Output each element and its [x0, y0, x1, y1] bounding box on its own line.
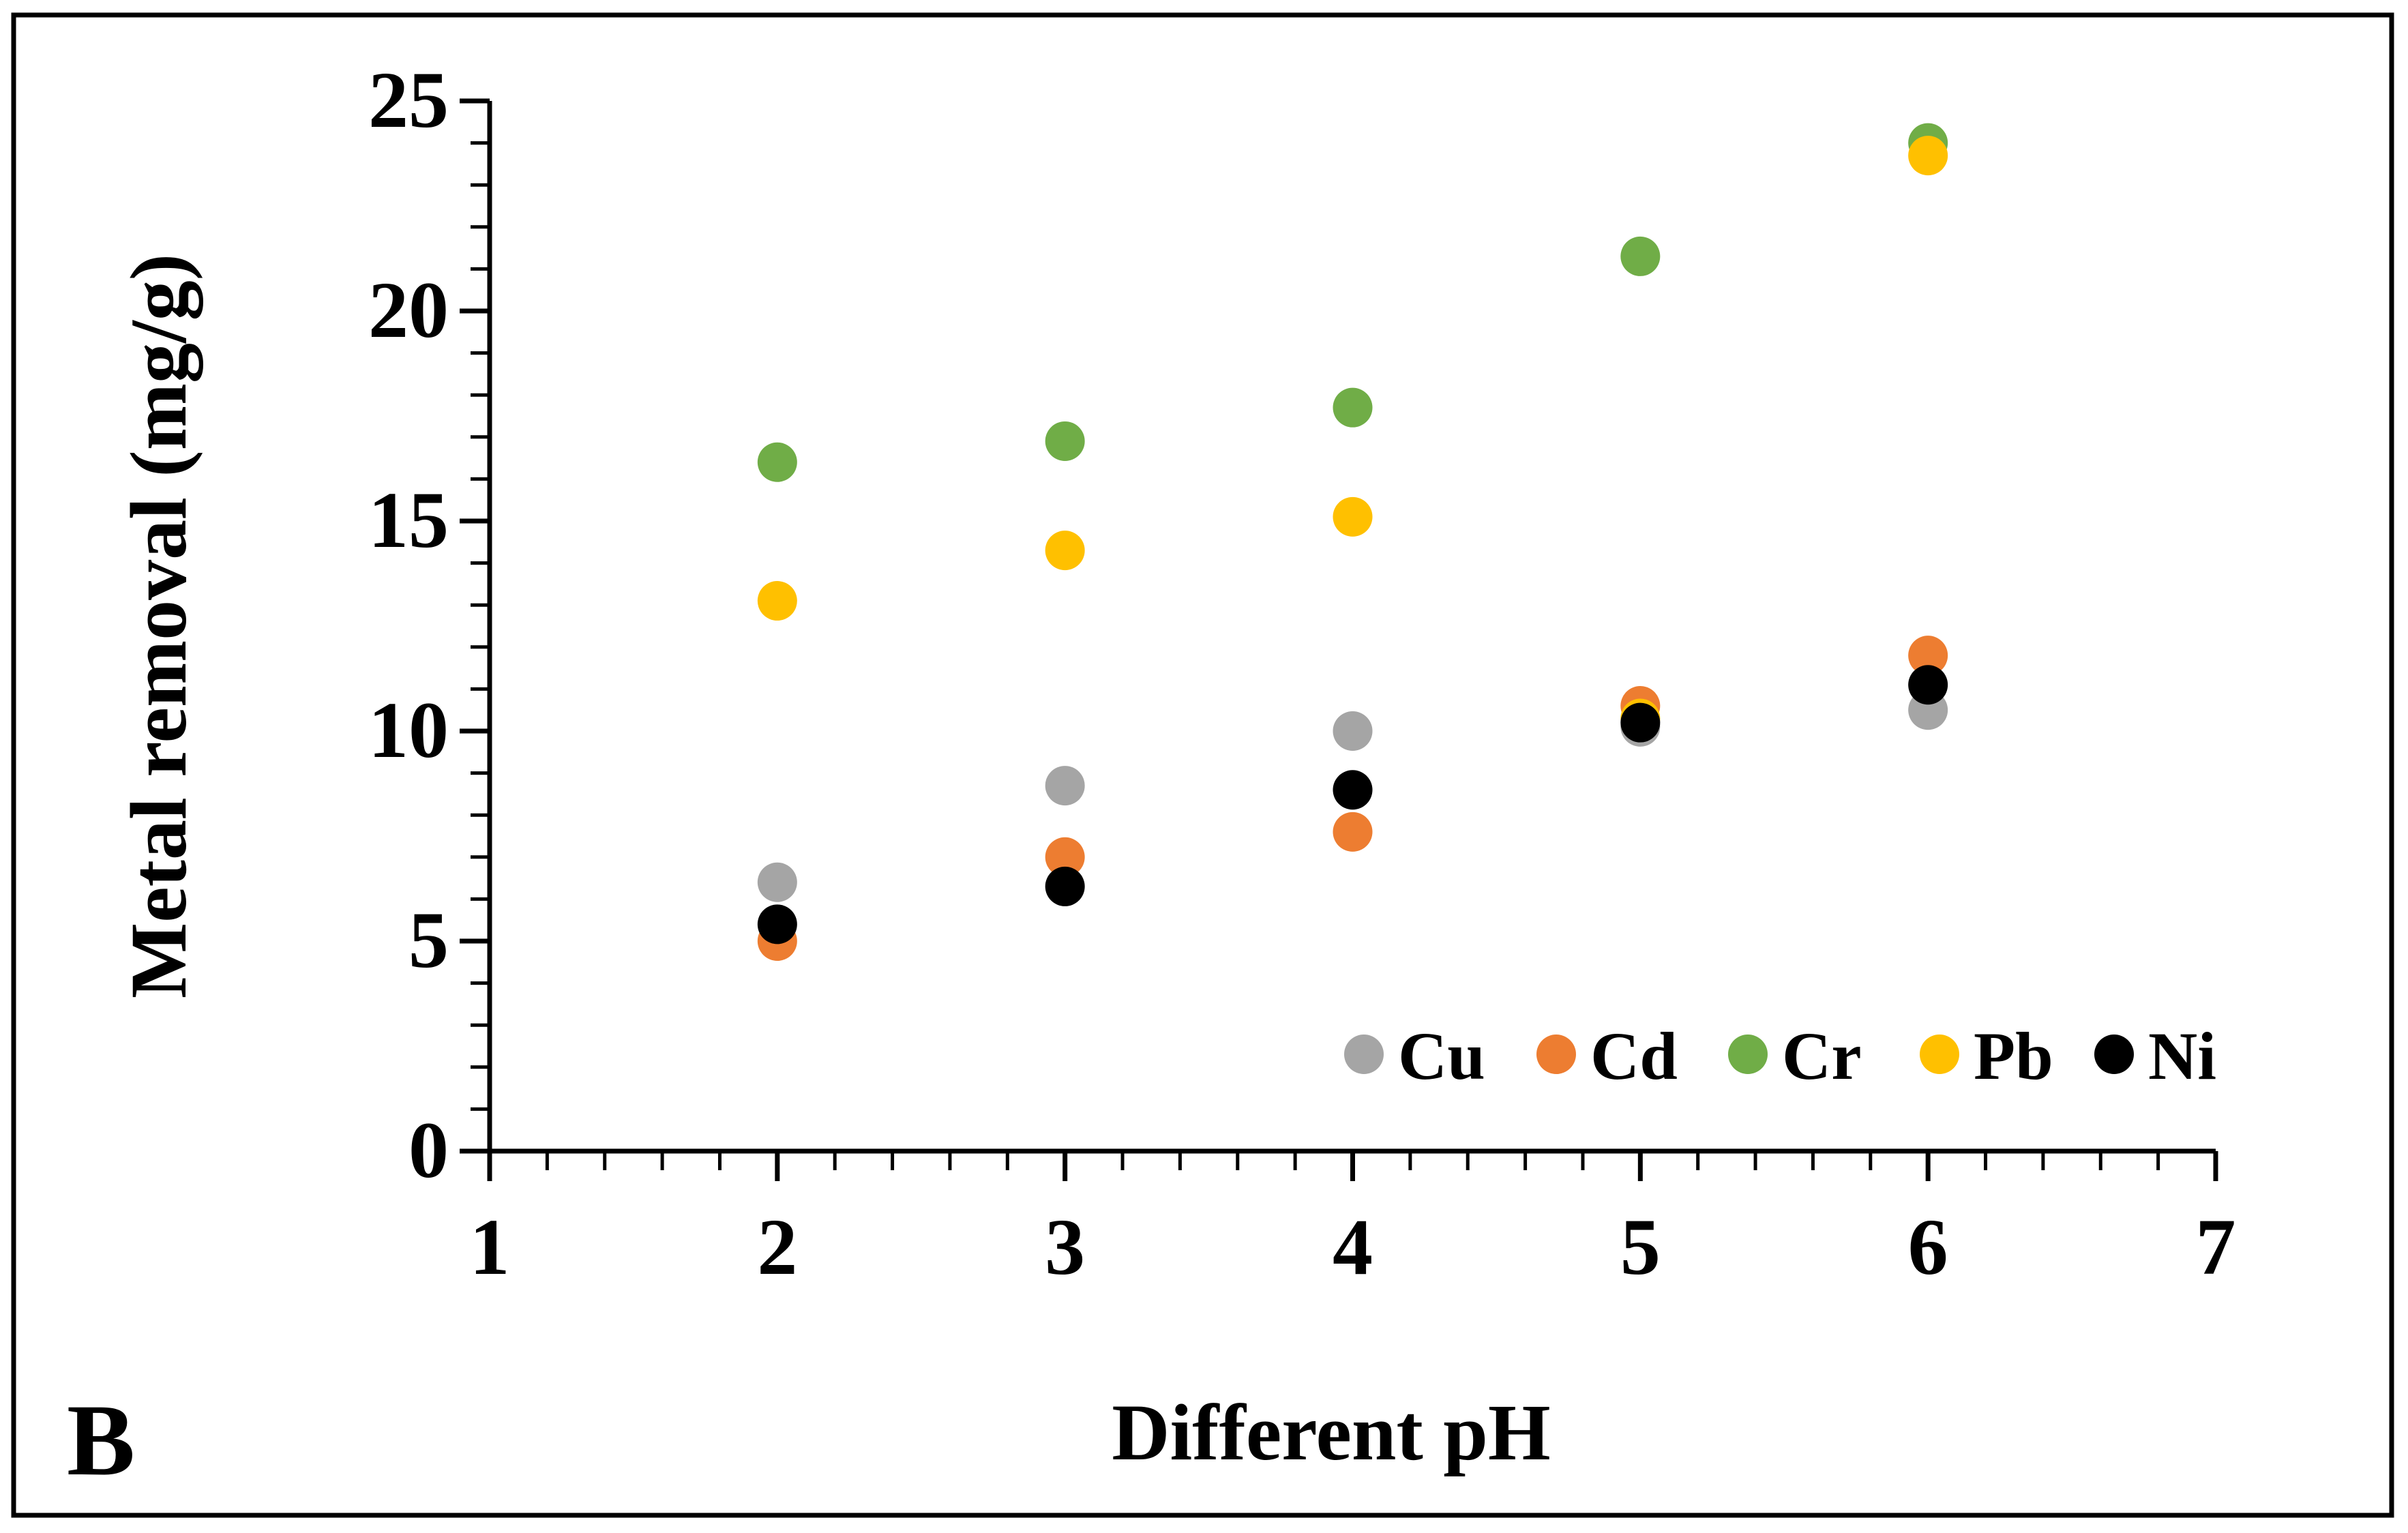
point-cu	[1333, 711, 1373, 751]
legend-item-cr: Cr	[1728, 1018, 1862, 1094]
legend-label-cu: Cu	[1398, 1018, 1485, 1094]
x-tick-label: 1	[470, 1202, 510, 1292]
point-cr	[1333, 387, 1373, 428]
point-cr	[1045, 421, 1085, 461]
y-tick-label: 25	[368, 55, 449, 145]
y-axis-label: Metal removal (mg/g)	[114, 254, 203, 998]
x-tick-label: 6	[1908, 1202, 1948, 1292]
x-tick-labels: 1 2 3 4 5 6 7	[470, 1202, 2236, 1292]
legend-label-cd: Cd	[1590, 1018, 1678, 1094]
x-tick-label: 2	[757, 1202, 797, 1292]
x-tick-label: 4	[1333, 1202, 1373, 1292]
legend-label-cr: Cr	[1782, 1018, 1862, 1094]
y-tick-label: 20	[368, 265, 449, 355]
legend-marker-cd	[1536, 1035, 1576, 1074]
x-tick-label: 3	[1045, 1202, 1085, 1292]
y-tick-labels: 0 5 10 15 20 25	[368, 55, 449, 1195]
y-tick-label: 5	[408, 895, 449, 985]
legend-item-pb: Pb	[1920, 1018, 2053, 1094]
figure-frame	[11, 12, 2394, 1518]
point-ni	[1620, 702, 1661, 743]
legend-label-ni: Ni	[2148, 1018, 2216, 1094]
legend-marker-pb	[1920, 1035, 1959, 1074]
point-ni	[1908, 665, 1948, 705]
minor-ticks	[471, 141, 2160, 1170]
y-tick-label: 15	[368, 475, 449, 565]
legend-marker-cu	[1344, 1035, 1384, 1074]
point-cr	[757, 442, 797, 482]
point-cr	[1620, 236, 1661, 276]
point-pb	[1045, 531, 1085, 571]
point-ni	[1333, 770, 1373, 810]
x-tick-label: 5	[1620, 1202, 1661, 1292]
point-cu	[1045, 766, 1085, 806]
y-tick-label: 10	[368, 685, 449, 775]
point-cd	[1908, 636, 1948, 676]
point-ni	[757, 904, 797, 944]
legend-marker-cr	[1728, 1035, 1768, 1074]
point-cd	[1333, 812, 1373, 852]
point-pb	[757, 581, 797, 621]
point-pb	[1908, 136, 1948, 176]
y-tick-label: 0	[408, 1105, 449, 1195]
major-ticks	[460, 98, 2218, 1181]
data-points	[757, 123, 1948, 961]
panel-label: B	[67, 1384, 135, 1497]
point-pb	[1333, 496, 1373, 537]
x-tick-label: 7	[2196, 1202, 2236, 1292]
point-cu	[757, 862, 797, 902]
x-axis-label: Different pH	[1112, 1388, 1550, 1477]
point-cd	[1045, 837, 1085, 877]
series-ni	[757, 665, 1948, 944]
legend-item-cu: Cu	[1344, 1018, 1485, 1094]
legend: Cu Cd Cr Pb Ni	[1344, 1018, 2216, 1094]
legend-item-ni: Ni	[2094, 1018, 2216, 1094]
point-ni	[1045, 866, 1085, 906]
legend-item-cd: Cd	[1536, 1018, 1678, 1094]
legend-marker-ni	[2094, 1035, 2134, 1074]
legend-label-pb: Pb	[1974, 1018, 2053, 1094]
